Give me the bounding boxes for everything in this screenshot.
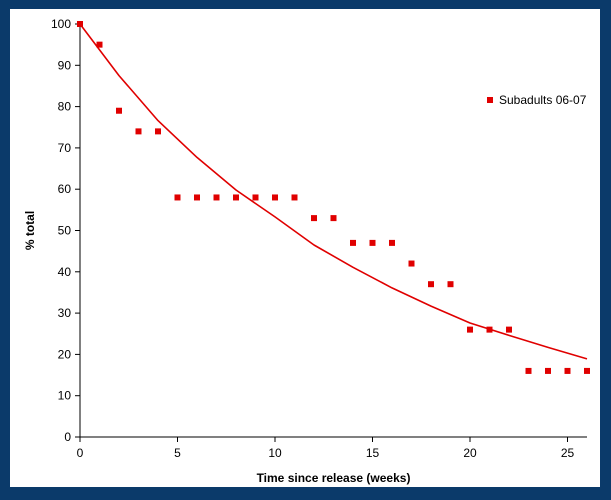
data-point	[408, 260, 415, 267]
y-tick-label: 10	[58, 389, 72, 403]
data-point	[467, 326, 473, 333]
data-point	[486, 326, 493, 333]
data-point	[96, 41, 103, 48]
x-tick-label: 5	[174, 446, 181, 460]
data-point	[174, 194, 181, 201]
axes: 0 10 20 30 40 50 60 70 80 90 100 0 5 10 15 20 25	[51, 17, 587, 460]
data-point	[116, 107, 122, 114]
y-tick-label: 30	[58, 306, 72, 320]
y-axis-title: % total	[23, 211, 37, 250]
data-point	[584, 367, 590, 374]
data-point	[135, 128, 142, 135]
y-tick-label: 60	[58, 182, 72, 196]
data-point	[155, 128, 161, 135]
y-tick-label: 0	[64, 430, 71, 444]
legend-marker	[487, 97, 493, 103]
data-point	[350, 239, 356, 246]
legend-label: Subadults 06-07	[499, 93, 587, 107]
data-point	[447, 281, 454, 288]
chart-svg: 0 10 20 30 40 50 60 70 80 90 100 0 5 10 15 20 25 % total…	[23, 17, 590, 485]
data-point	[213, 194, 220, 201]
data-point	[564, 367, 571, 374]
data-point	[428, 281, 434, 288]
data-point	[369, 239, 376, 246]
data-point	[506, 326, 512, 333]
y-tick-label: 50	[58, 224, 72, 238]
y-tick-label: 70	[58, 141, 72, 155]
data-point	[311, 215, 317, 222]
data-point	[291, 194, 298, 201]
x-tick-label: 10	[268, 446, 282, 460]
y-tick-label: 100	[51, 17, 71, 31]
y-tick-label: 90	[58, 58, 72, 72]
data-points	[77, 21, 590, 374]
data-point	[77, 21, 83, 27]
x-axis-title: Time since release (weeks)	[257, 471, 411, 485]
data-point	[389, 239, 395, 246]
data-point	[545, 367, 551, 374]
data-point	[252, 194, 259, 201]
data-point	[525, 367, 532, 374]
data-point	[272, 194, 278, 201]
chart-frame: 0 10 20 30 40 50 60 70 80 90 100 0 5 10 15 20 25 % total…	[10, 9, 600, 487]
y-tick-label: 80	[58, 100, 72, 114]
x-tick-label: 0	[77, 446, 84, 460]
x-tick-label: 20	[463, 446, 477, 460]
x-tick-label: 15	[366, 446, 380, 460]
data-point	[194, 194, 200, 201]
legend: Subadults 06-07	[487, 93, 587, 107]
x-tick-label: 25	[561, 446, 575, 460]
y-tick-label: 20	[58, 347, 72, 361]
data-point	[233, 194, 239, 201]
y-tick-label: 40	[58, 265, 72, 279]
fit-curve	[79, 23, 588, 360]
fit-curve-group	[79, 23, 588, 360]
data-point	[330, 215, 337, 222]
